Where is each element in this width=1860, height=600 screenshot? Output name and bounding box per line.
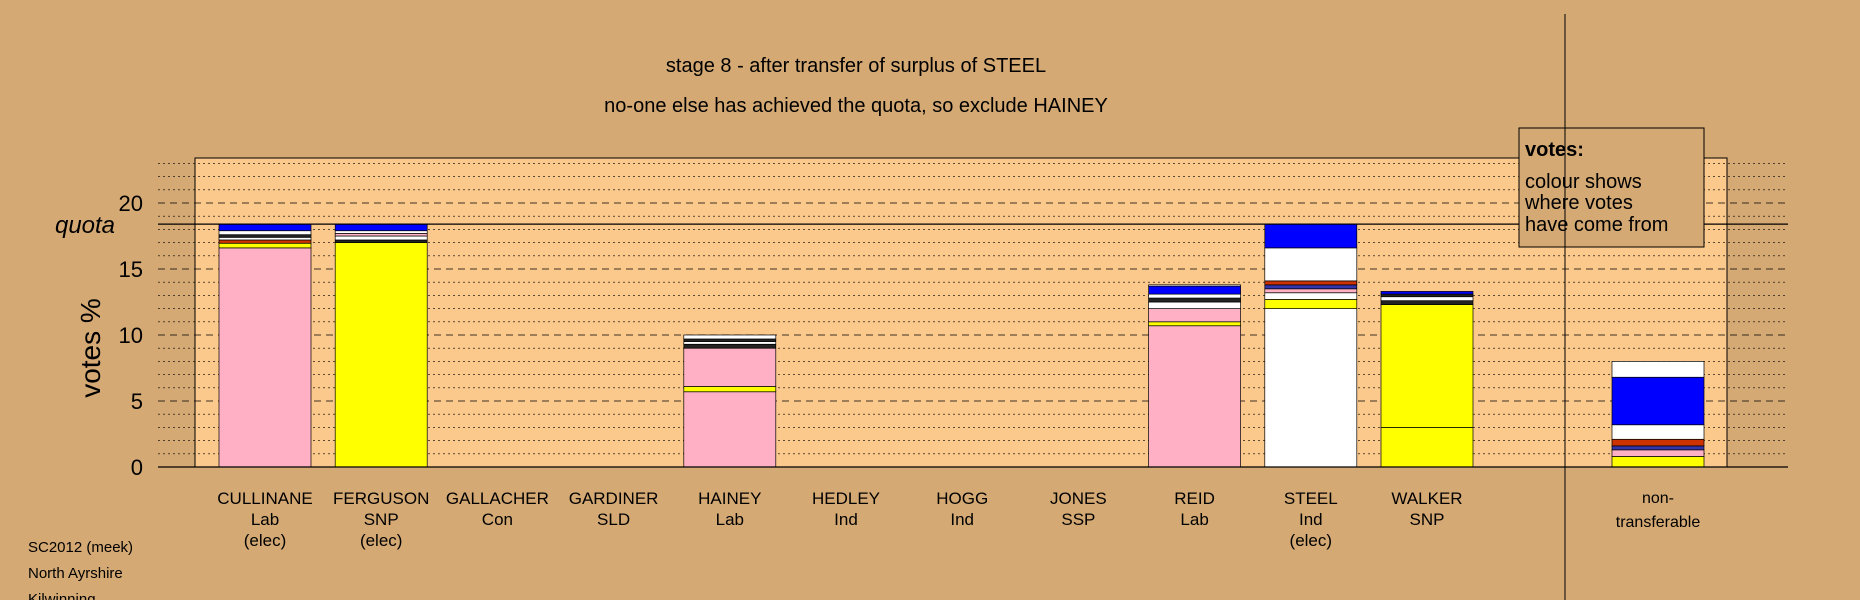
y-axis-label: votes % [75, 298, 106, 398]
bar-nontransferable-segment [1611, 445, 1705, 451]
x-label-nontransferable-2: transferable [1616, 514, 1701, 531]
bar-cullinane-segment [218, 234, 312, 238]
footer-line-1: SC2012 (meek) [28, 539, 133, 556]
bar-hainey-segment [683, 391, 777, 468]
bar-reid-segment [1148, 284, 1241, 287]
x-label-gardiner-party: SLD [597, 510, 630, 529]
bar-steel-segment [1264, 299, 1358, 309]
y-tick-label: 0 [131, 455, 143, 480]
bars [218, 223, 1705, 468]
x-axis-labels: CULLINANE Lab (elec) FERGUSON SNP (elec) GALLA… [217, 489, 1700, 550]
legend-line-1: colour shows [1525, 171, 1642, 193]
bar-ferguson-segment [334, 239, 428, 243]
x-label-hedley-party: Ind [834, 510, 858, 529]
x-label-reid-name: REID [1174, 489, 1215, 508]
bar-steel-segment [1264, 247, 1358, 282]
footer-line-3: Kilwinning [28, 591, 96, 600]
bar-steel-segment [1264, 292, 1358, 300]
y-tick-label: 10 [119, 323, 143, 348]
bar-ferguson-segment [334, 233, 428, 237]
x-label-gallacher-name: GALLACHER [446, 489, 549, 508]
bar-nontransferable-segment [1611, 449, 1705, 457]
bar-cullinane-segment [218, 236, 312, 241]
bar-hainey-segment [683, 347, 777, 387]
x-label-hedley-name: HEDLEY [812, 489, 880, 508]
bar-cullinane-segment [218, 242, 312, 249]
x-label-cullinane-party: Lab [251, 510, 279, 529]
bar-nontransferable-segment [1611, 438, 1705, 447]
y-tick-label: 15 [119, 257, 143, 282]
bar-steel-segment [1264, 223, 1358, 249]
footer-line-2: North Ayrshire [28, 565, 123, 582]
bar-hainey-segment [683, 341, 777, 345]
legend-box: votes: colour shows where votes have com… [1518, 127, 1705, 248]
x-label-reid-party: Lab [1180, 510, 1208, 529]
bar-hainey-segment [683, 386, 777, 393]
bar-nontransferable-segment [1611, 361, 1705, 378]
bar-reid-segment [1148, 293, 1241, 299]
bar-reid-segment [1148, 308, 1241, 323]
bar-cullinane-segment [218, 247, 312, 468]
legend-line-2: where votes [1524, 192, 1633, 214]
bar-reid-segment [1148, 297, 1241, 303]
x-label-jones-party: SSP [1061, 510, 1095, 529]
x-label-walker-party: SNP [1410, 510, 1445, 529]
bar-walker-segment [1380, 293, 1474, 298]
x-label-cullinane-name: CULLINANE [217, 489, 312, 508]
bar-reid-segment [1148, 301, 1241, 309]
x-label-hogg-name: HOGG [936, 489, 988, 508]
x-label-hainey-party: Lab [716, 510, 744, 529]
x-label-hainey-name: HAINEY [698, 489, 761, 508]
bar-reid-segment [1148, 321, 1241, 327]
x-label-steel-party: Ind [1299, 510, 1323, 529]
grid-lines [158, 163, 1788, 455]
x-label-ferguson-name: FERGUSON [333, 489, 429, 508]
bar-ferguson-segment [334, 230, 428, 234]
x-label-walker-name: WALKER [1391, 489, 1462, 508]
x-label-ferguson-party: SNP [364, 510, 399, 529]
bar-cullinane-segment [218, 239, 312, 244]
bar-cullinane-segment [218, 223, 312, 232]
bar-walker-segment [1380, 304, 1474, 428]
bar-walker-segment [1380, 300, 1474, 305]
x-label-nontransferable-1: non- [1642, 490, 1674, 507]
bar-reid-segment [1148, 285, 1241, 295]
x-label-steel-status: (elec) [1290, 531, 1333, 550]
x-label-jones-name: JONES [1050, 489, 1107, 508]
bar-cullinane-segment [218, 230, 312, 236]
bar-walker-segment [1380, 296, 1474, 302]
bar-nontransferable-segment [1611, 424, 1705, 440]
bar-ferguson-segment [334, 235, 428, 241]
legend-title: votes: [1525, 139, 1584, 161]
x-label-steel-name: STEEL [1284, 489, 1338, 508]
x-label-cullinane-status: (elec) [244, 531, 287, 550]
y-axis: 0 5 10 15 20 [119, 191, 1788, 480]
bar-hainey-segment [683, 338, 777, 342]
bar-steel-segment [1264, 308, 1358, 468]
bar-walker-segment [1380, 291, 1474, 295]
y-tick-label: 5 [131, 389, 143, 414]
bar-ferguson-segment [334, 242, 428, 468]
bar-walker-segment [1380, 427, 1474, 468]
bar-hainey-segment [683, 343, 777, 349]
x-label-gardiner-name: GARDINER [569, 489, 659, 508]
x-label-gallacher-party: Con [482, 510, 513, 529]
bar-steel-segment [1264, 280, 1358, 286]
x-label-ferguson-status: (elec) [360, 531, 403, 550]
bar-ferguson-segment [334, 223, 428, 232]
bar-nontransferable-segment [1611, 456, 1705, 468]
bar-steel-segment [1264, 284, 1358, 290]
quota-label: quota [55, 212, 115, 239]
bar-reid-segment [1148, 325, 1241, 468]
y-tick-label: 20 [119, 191, 143, 216]
chart-title-line1: stage 8 - after transfer of surplus of S… [666, 55, 1046, 77]
bar-hainey-segment [683, 334, 777, 340]
legend-line-3: have come from [1525, 214, 1668, 236]
bar-steel-segment [1264, 288, 1358, 294]
legend-background [1518, 127, 1705, 248]
x-label-hogg-party: Ind [950, 510, 974, 529]
chart-title-line2: no-one else has achieved the quota, so e… [604, 95, 1108, 117]
bar-nontransferable-segment [1611, 376, 1705, 426]
